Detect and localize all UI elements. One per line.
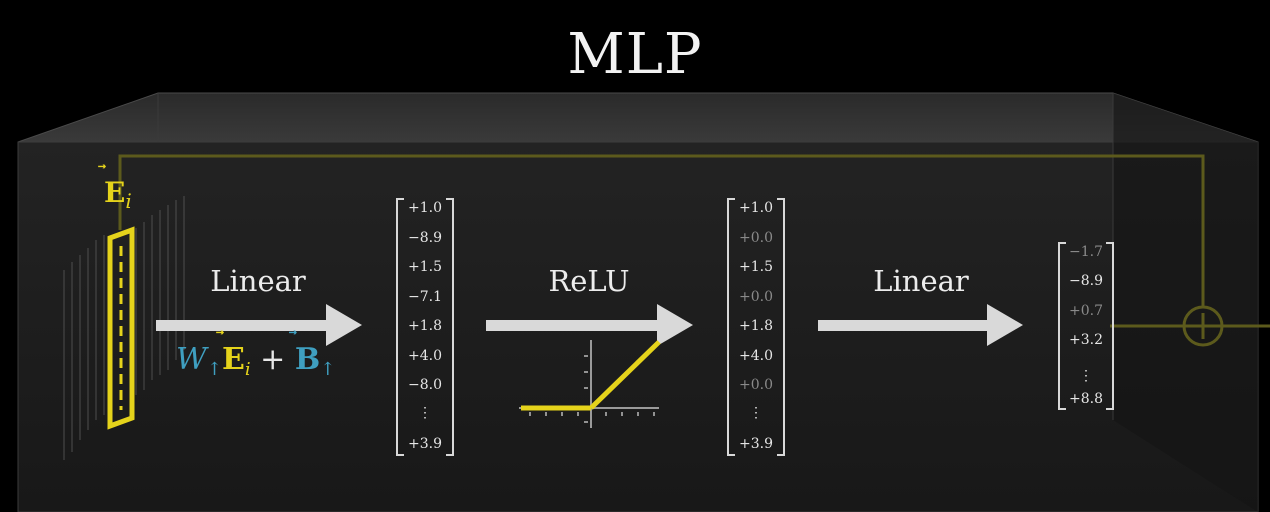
vector-bracket-left	[727, 198, 735, 456]
weight-matrix-symbol: W	[176, 342, 207, 377]
vector-entry: +8.8	[1069, 390, 1103, 407]
vector-entry: −8.9	[408, 229, 442, 246]
vector-entry: −7.1	[408, 288, 442, 305]
embedding-vector-symbol: ⃗E	[221, 342, 245, 377]
linear-formula: W↑⃗Ei + ⃗B↑	[176, 342, 336, 380]
vector-entry: +1.0	[739, 200, 773, 216]
vector-entry: ⋮	[1079, 367, 1093, 384]
vector-bracket-left	[1058, 242, 1066, 410]
vector-entry: ⋮	[749, 404, 763, 421]
hidden-vector-post-relu: +1.0 +0.0 +1.5 +0.0 +1.8 +4.0 +0.0 ⋮ +3.9	[729, 194, 783, 460]
operation-label-linear-2: Linear	[873, 264, 969, 298]
vector-bracket-left	[396, 198, 404, 456]
vector-entry: +4.0	[739, 347, 773, 364]
box-top-face	[17, 92, 1259, 143]
input-vector-label: ⃗Ei	[104, 176, 132, 213]
embedding-sheet-lines	[63, 196, 185, 460]
vector-entry: ⋮	[418, 404, 432, 421]
diagram-title: MLP	[567, 22, 703, 87]
hidden-vector-pre-relu: +1.0 −8.9 +1.5 −7.1 +1.8 +4.0 −8.0 ⋮ +3.9	[398, 194, 452, 460]
vector-entry: +1.8	[408, 318, 442, 334]
vector-bracket-right	[1106, 242, 1114, 410]
operation-label-linear-1: Linear	[210, 264, 306, 298]
vector-entry: +4.0	[408, 347, 442, 364]
residual-connection-line	[118, 154, 1205, 306]
operation-label-relu: ReLU	[548, 264, 630, 298]
vector-entry: +3.2	[1069, 332, 1103, 349]
input-vector-strip	[107, 226, 135, 430]
arrow-right-icon	[156, 304, 362, 346]
input-vector-symbol: ⃗E	[104, 176, 126, 209]
vector-entry: +0.0	[739, 229, 773, 246]
vector-entry: +1.8	[739, 318, 773, 334]
bias-vector-symbol: ⃗B	[294, 342, 321, 377]
output-vector: −1.7 −8.9 +0.7 +3.2 ⋮ +8.8	[1060, 238, 1112, 414]
plus-circle-icon	[1182, 305, 1224, 347]
vector-entry: +1.5	[739, 259, 773, 275]
vector-entry: −8.0	[408, 377, 442, 393]
vector-entry: +3.9	[408, 436, 442, 452]
vector-entry: +1.0	[408, 200, 442, 216]
vector-bracket-right	[446, 198, 454, 456]
arrow-right-icon	[818, 304, 1023, 346]
vector-entry: +1.5	[408, 259, 442, 275]
vector-entry: +0.7	[1069, 302, 1103, 319]
vector-entry: +0.0	[739, 288, 773, 305]
relu-graph-icon	[519, 340, 661, 428]
vector-entry: +3.9	[739, 436, 773, 452]
vector-bracket-right	[777, 198, 785, 456]
vector-entry: −1.7	[1069, 244, 1103, 260]
plus-operator: +	[260, 342, 286, 377]
vector-entry: +0.0	[739, 377, 773, 393]
vector-entry: −8.9	[1069, 273, 1103, 290]
box-right-face	[1113, 93, 1258, 512]
arrow-right-icon	[486, 304, 693, 346]
